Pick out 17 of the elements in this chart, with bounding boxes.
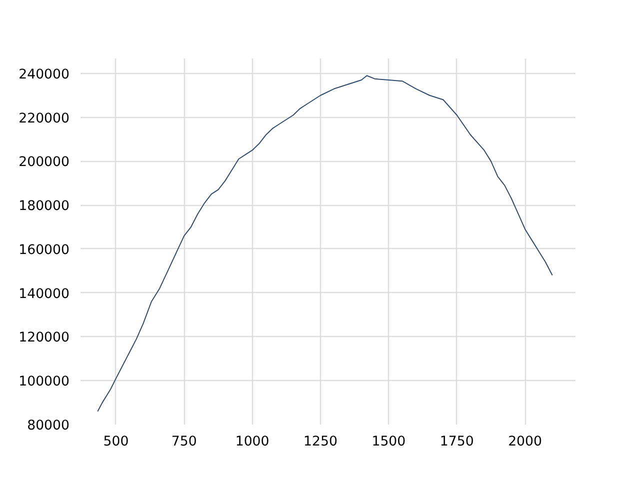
- y-tick-label: 100000: [18, 374, 70, 390]
- x-tick-label: 1500: [372, 434, 406, 450]
- y-tick-label: 120000: [18, 330, 70, 346]
- y-tick-label: 180000: [18, 199, 70, 214]
- x-tick-label: 750: [171, 434, 197, 450]
- line-series: [97, 75, 553, 412]
- y-tick-label: 240000: [18, 67, 70, 82]
- y-tick-label: 220000: [18, 111, 70, 126]
- x-tick-label: 500: [103, 434, 129, 450]
- x-tick-label: 1750: [440, 434, 474, 450]
- y-tick-label: 80000: [27, 418, 70, 434]
- y-tick-label: 140000: [18, 286, 70, 302]
- y-tick-label: 200000: [18, 155, 70, 170]
- x-tick-label: 2000: [508, 434, 542, 450]
- y-tick-label: 160000: [18, 242, 70, 258]
- x-tick-label: 1250: [304, 434, 338, 450]
- x-tick-label: 1000: [235, 434, 270, 450]
